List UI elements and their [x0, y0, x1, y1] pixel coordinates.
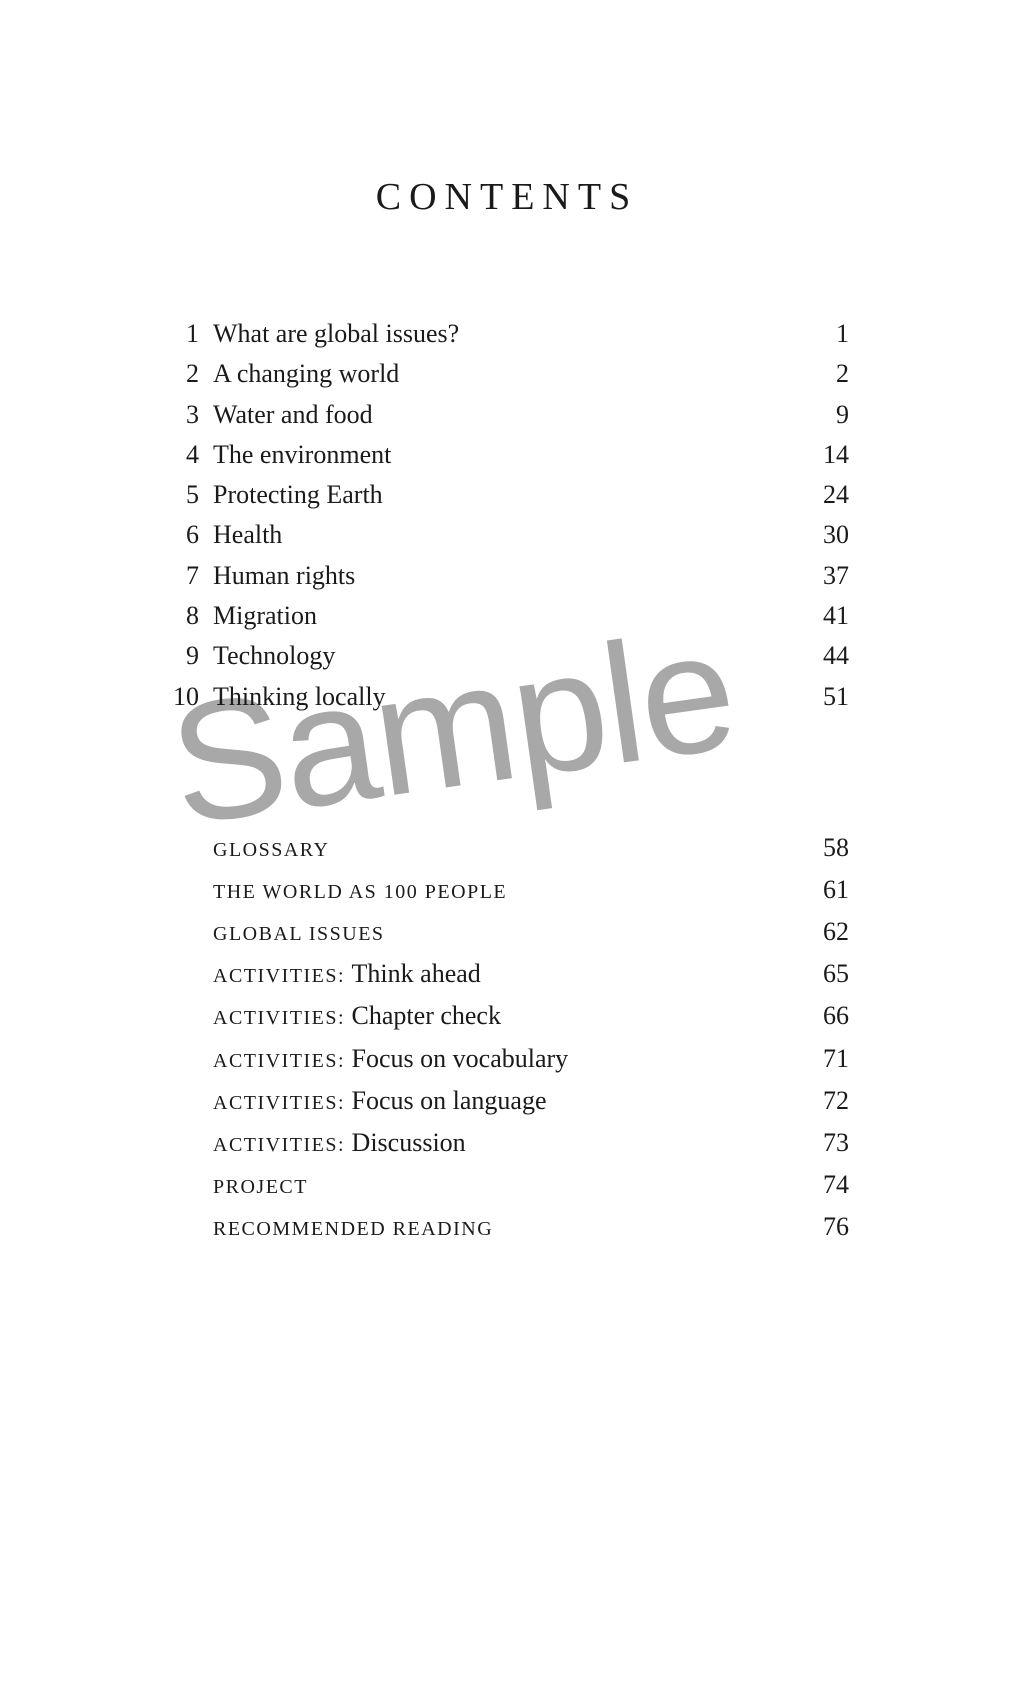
chapter-number: 8 [165, 596, 213, 636]
chapter-page: 1 [789, 314, 849, 354]
chapter-title: Health [213, 515, 789, 555]
backmatter-title: ACTIVITIES: Think ahead [213, 953, 789, 995]
backmatter-row: ACTIVITIES: Discussion 73 [165, 1122, 849, 1164]
chapter-row: 1 What are global issues? 1 [165, 314, 849, 354]
backmatter-prefix: RECOMMENDED READING [213, 1218, 493, 1240]
backmatter-page: 62 [789, 911, 849, 953]
backmatter-row: ACTIVITIES: Chapter check 66 [165, 995, 849, 1037]
chapter-number: 10 [165, 677, 213, 717]
backmatter-page: 73 [789, 1122, 849, 1164]
chapter-title: A changing world [213, 354, 789, 394]
chapter-page: 41 [789, 596, 849, 636]
chapter-number: 9 [165, 636, 213, 676]
backmatter-suffix: Chapter check [352, 1001, 501, 1030]
page-title: CONTENTS [165, 175, 849, 219]
backmatter-prefix: GLOSSARY [213, 839, 329, 861]
chapter-row: 10 Thinking locally 51 [165, 677, 849, 717]
backmatter-prefix: ACTIVITIES: [213, 965, 352, 987]
chapter-number: 5 [165, 475, 213, 515]
chapter-row: 5 Protecting Earth 24 [165, 475, 849, 515]
chapter-page: 37 [789, 556, 849, 596]
backmatter-suffix: Focus on language [352, 1086, 547, 1115]
chapter-page: 44 [789, 636, 849, 676]
backmatter-suffix: Think ahead [352, 959, 481, 988]
chapter-title: The environment [213, 435, 789, 475]
backmatter-suffix: Discussion [352, 1128, 466, 1157]
chapter-title: Technology [213, 636, 789, 676]
backmatter-title: PROJECT [213, 1164, 789, 1206]
chapter-number: 6 [165, 515, 213, 555]
backmatter-page: 74 [789, 1164, 849, 1206]
backmatter-page: 76 [789, 1206, 849, 1248]
chapter-row: 7 Human rights 37 [165, 556, 849, 596]
chapter-number: 4 [165, 435, 213, 475]
backmatter-row: PROJECT 74 [165, 1164, 849, 1206]
chapter-title: Thinking locally [213, 677, 789, 717]
backmatter-title: RECOMMENDED READING [213, 1206, 789, 1248]
chapter-row: 6 Health 30 [165, 515, 849, 555]
backmatter-page: 66 [789, 995, 849, 1037]
chapter-row: 4 The environment 14 [165, 435, 849, 475]
backmatter-prefix: ACTIVITIES: [213, 1007, 352, 1029]
chapter-row: 8 Migration 41 [165, 596, 849, 636]
backmatter-page: 58 [789, 827, 849, 869]
backmatter-row: RECOMMENDED READING 76 [165, 1206, 849, 1248]
backmatter-title: ACTIVITIES: Chapter check [213, 995, 789, 1037]
section-spacer [165, 717, 849, 827]
backmatter-page: 72 [789, 1080, 849, 1122]
chapter-list: 1 What are global issues? 1 2 A changing… [165, 314, 849, 717]
chapter-number: 7 [165, 556, 213, 596]
backmatter-prefix: ACTIVITIES: [213, 1134, 352, 1156]
backmatter-suffix: Focus on vocabulary [352, 1044, 569, 1073]
backmatter-row: ACTIVITIES: Focus on language 72 [165, 1080, 849, 1122]
chapter-row: 2 A changing world 2 [165, 354, 849, 394]
backmatter-row: ACTIVITIES: Think ahead 65 [165, 953, 849, 995]
chapter-page: 2 [789, 354, 849, 394]
chapter-page: 9 [789, 395, 849, 435]
backmatter-page: 61 [789, 869, 849, 911]
backmatter-row: THE WORLD AS 100 PEOPLE 61 [165, 869, 849, 911]
backmatter-page: 71 [789, 1038, 849, 1080]
chapter-title: Water and food [213, 395, 789, 435]
chapter-title: Human rights [213, 556, 789, 596]
backmatter-list: GLOSSARY 58 THE WORLD AS 100 PEOPLE 61 G… [165, 827, 849, 1248]
chapter-row: 3 Water and food 9 [165, 395, 849, 435]
chapter-page: 30 [789, 515, 849, 555]
chapter-page: 14 [789, 435, 849, 475]
contents-page: CONTENTS 1 What are global issues? 1 2 A… [0, 0, 1014, 1248]
backmatter-page: 65 [789, 953, 849, 995]
backmatter-prefix: GLOBAL ISSUES [213, 923, 385, 945]
backmatter-title: THE WORLD AS 100 PEOPLE [213, 869, 789, 911]
chapter-number: 3 [165, 395, 213, 435]
backmatter-title: GLOBAL ISSUES [213, 911, 789, 953]
backmatter-title: ACTIVITIES: Focus on language [213, 1080, 789, 1122]
chapter-row: 9 Technology 44 [165, 636, 849, 676]
backmatter-prefix: ACTIVITIES: [213, 1092, 352, 1114]
backmatter-row: ACTIVITIES: Focus on vocabulary 71 [165, 1038, 849, 1080]
chapter-page: 24 [789, 475, 849, 515]
backmatter-title: ACTIVITIES: Focus on vocabulary [213, 1038, 789, 1080]
backmatter-prefix: PROJECT [213, 1176, 308, 1198]
backmatter-row: GLOBAL ISSUES 62 [165, 911, 849, 953]
backmatter-prefix: ACTIVITIES: [213, 1050, 352, 1072]
backmatter-prefix: THE WORLD AS 100 PEOPLE [213, 881, 507, 903]
chapter-title: Migration [213, 596, 789, 636]
backmatter-title: GLOSSARY [213, 827, 789, 869]
chapter-number: 2 [165, 354, 213, 394]
chapter-number: 1 [165, 314, 213, 354]
chapter-title: What are global issues? [213, 314, 789, 354]
chapter-title: Protecting Earth [213, 475, 789, 515]
chapter-page: 51 [789, 677, 849, 717]
backmatter-title: ACTIVITIES: Discussion [213, 1122, 789, 1164]
backmatter-row: GLOSSARY 58 [165, 827, 849, 869]
